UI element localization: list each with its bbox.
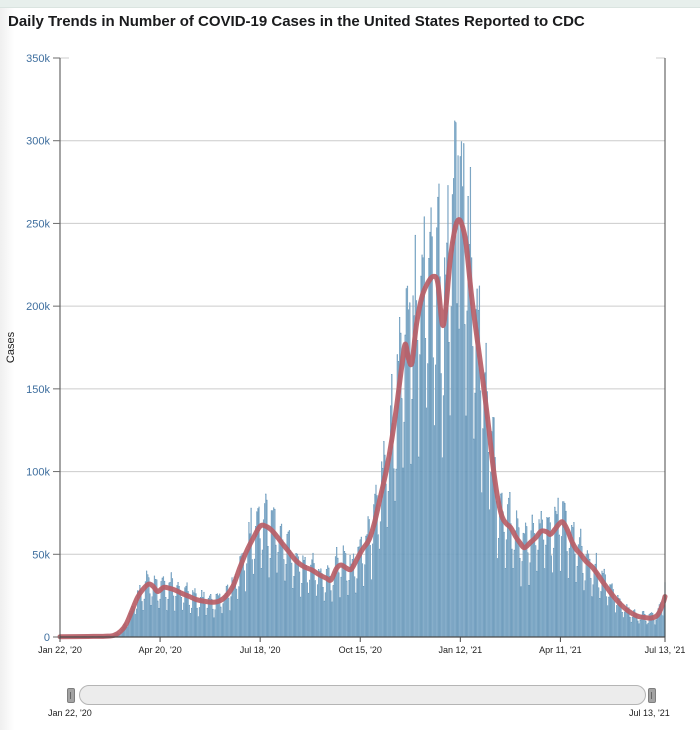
y-axis-title: Cases bbox=[5, 331, 17, 363]
svg-text:Apr 20, '20: Apr 20, '20 bbox=[138, 645, 181, 655]
range-start-label: Jan 22, '20 bbox=[48, 708, 92, 718]
svg-text:Jan 12, '21: Jan 12, '21 bbox=[438, 645, 482, 655]
range-end-label: Jul 13, '21 bbox=[629, 708, 670, 718]
chart-title: Daily Trends in Number of COVID-19 Cases… bbox=[8, 13, 585, 30]
svg-text:Apr 11, '21: Apr 11, '21 bbox=[539, 645, 582, 655]
svg-text:Oct 15, '20: Oct 15, '20 bbox=[339, 645, 382, 655]
svg-text:350k: 350k bbox=[26, 53, 50, 65]
svg-text:Jul 13, '21: Jul 13, '21 bbox=[645, 645, 686, 655]
top-strip bbox=[0, 0, 700, 8]
grip-icon bbox=[70, 692, 71, 699]
axes bbox=[59, 58, 666, 638]
range-slider-track[interactable] bbox=[79, 685, 646, 705]
seven-day-average-line bbox=[57, 217, 668, 640]
gridlines bbox=[60, 57, 665, 555]
svg-text:Jan 22, '20: Jan 22, '20 bbox=[38, 645, 82, 655]
range-slider-right-handle[interactable] bbox=[648, 688, 656, 703]
y-tick-labels: 0 50k 100k 150k 200k 250k 300k 350k bbox=[26, 53, 60, 644]
svg-text:50k: 50k bbox=[32, 549, 50, 561]
range-slider-left-handle[interactable] bbox=[67, 688, 75, 703]
covid-trend-chart[interactable]: 0 50k 100k 150k 200k 250k 300k 350k Jan 22, '20 A… bbox=[0, 0, 700, 670]
x-tick-labels: Jan 22, '20 Apr 20, '20 Jul 18, '20 Oct 15,… bbox=[38, 637, 685, 655]
svg-text:150k: 150k bbox=[26, 384, 50, 396]
svg-text:250k: 250k bbox=[26, 218, 50, 230]
svg-text:Jul 18, '20: Jul 18, '20 bbox=[240, 645, 281, 655]
svg-text:300k: 300k bbox=[26, 136, 50, 148]
daily-cases-bars[interactable] bbox=[59, 120, 666, 638]
svg-text:200k: 200k bbox=[26, 301, 50, 313]
grip-icon bbox=[651, 692, 652, 699]
svg-text:100k: 100k bbox=[26, 467, 50, 479]
svg-text:0: 0 bbox=[44, 632, 50, 644]
